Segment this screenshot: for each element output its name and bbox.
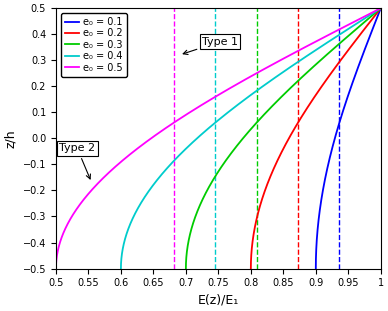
e₀ = 0.2 <box>338 59 343 63</box>
e₀ = 0.1 <box>357 64 361 67</box>
e₀ = 0.2 <box>317 88 322 92</box>
e₀ = 0.4 <box>297 59 302 63</box>
e₀ = 0.2 <box>274 161 279 165</box>
e₀ = 0.3 <box>378 6 383 10</box>
e₀ = 0.3 <box>222 161 226 165</box>
e₀ = 0.1 <box>314 240 319 244</box>
X-axis label: E(z)/E₁: E(z)/E₁ <box>198 294 239 307</box>
Line: e₀ = 0.3: e₀ = 0.3 <box>186 8 381 269</box>
Line: e₀ = 0.4: e₀ = 0.4 <box>121 8 381 269</box>
e₀ = 0.5 <box>128 152 133 156</box>
Y-axis label: z/h: z/h <box>4 129 17 148</box>
e₀ = 0.4 <box>290 64 295 67</box>
e₀ = 0.3 <box>317 59 322 63</box>
e₀ = 0.2 <box>378 6 383 10</box>
e₀ = 0.2 <box>248 267 253 271</box>
e₀ = 0.5 <box>268 64 273 67</box>
Line: e₀ = 0.5: e₀ = 0.5 <box>56 8 381 269</box>
e₀ = 0.4 <box>169 161 174 165</box>
e₀ = 0.1 <box>326 161 331 165</box>
e₀ = 0.5 <box>225 88 230 92</box>
e₀ = 0.3 <box>312 64 317 67</box>
e₀ = 0.4 <box>178 152 183 156</box>
e₀ = 0.1 <box>378 6 383 10</box>
e₀ = 0.5 <box>58 240 62 244</box>
e₀ = 0.3 <box>186 240 191 244</box>
e₀ = 0.4 <box>378 6 383 10</box>
e₀ = 0.4 <box>256 88 260 92</box>
e₀ = 0.3 <box>286 88 291 92</box>
e₀ = 0.4 <box>119 267 123 271</box>
e₀ = 0.5 <box>378 6 383 10</box>
Text: Type 1: Type 1 <box>183 37 238 54</box>
Text: Type 2: Type 2 <box>59 143 95 179</box>
e₀ = 0.2 <box>278 152 283 156</box>
e₀ = 0.3 <box>229 152 233 156</box>
e₀ = 0.1 <box>348 88 352 92</box>
e₀ = 0.2 <box>334 64 339 67</box>
Line: e₀ = 0.1: e₀ = 0.1 <box>316 8 381 269</box>
e₀ = 0.2 <box>250 240 255 244</box>
e₀ = 0.1 <box>314 267 318 271</box>
e₀ = 0.5 <box>54 267 58 271</box>
e₀ = 0.1 <box>328 152 333 156</box>
e₀ = 0.4 <box>122 240 126 244</box>
e₀ = 0.5 <box>117 161 121 165</box>
e₀ = 0.3 <box>184 267 188 271</box>
Legend: e₀ = 0.1, e₀ = 0.2, e₀ = 0.3, e₀ = 0.4, e₀ = 0.5: e₀ = 0.1, e₀ = 0.2, e₀ = 0.3, e₀ = 0.4, … <box>61 13 126 77</box>
Line: e₀ = 0.2: e₀ = 0.2 <box>251 8 381 269</box>
e₀ = 0.1 <box>358 59 363 63</box>
e₀ = 0.5 <box>277 59 282 63</box>
